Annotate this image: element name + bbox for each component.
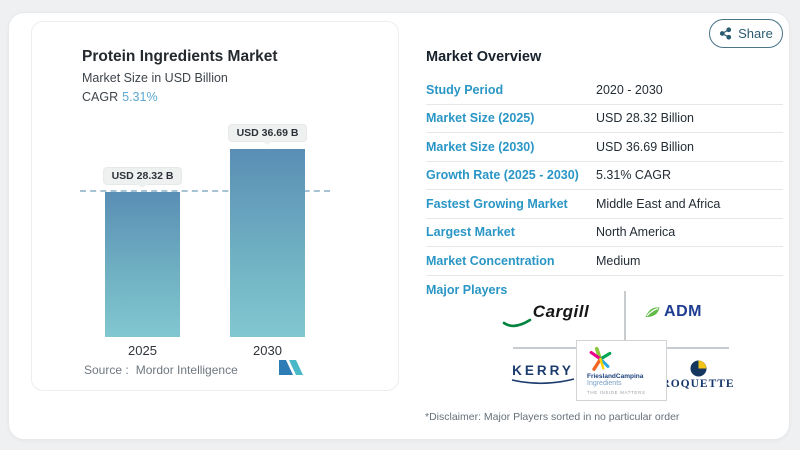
value-label-wrap: USD 36.69 B (227, 124, 308, 145)
adm-wordmark: ADM (664, 303, 702, 320)
table-row: Market Size (2025) USD 28.32 Billion (426, 105, 783, 133)
row-value: USD 36.69 Billion (596, 139, 694, 154)
kerry-swoosh-icon (511, 378, 575, 385)
chart-subtitle: Market Size in USD Billion (82, 71, 228, 85)
value-label-2030: USD 36.69 B (227, 124, 308, 142)
row-value: 2020 - 2030 (596, 82, 663, 97)
value-label-pointer (262, 141, 273, 145)
frieslandcampina-name: FrieslandCampina (587, 373, 644, 380)
overview-table: Study Period 2020 - 2030 Market Size (20… (426, 76, 783, 276)
row-label: Growth Rate (2025 - 2030) (426, 168, 579, 183)
row-label: Market Size (2025) (426, 111, 535, 126)
adm-logo: ADM (617, 297, 729, 327)
value-label-wrap: USD 28.32 B (102, 167, 183, 188)
frieslandcampina-tagline: THE INSIDE MATTERS (587, 390, 646, 395)
table-row: Largest Market North America (426, 219, 783, 247)
row-label: Study Period (426, 82, 504, 97)
table-row: Study Period 2020 - 2030 (426, 76, 783, 105)
kerry-logo: KERRY (487, 361, 599, 387)
row-value: 5.31% CAGR (596, 168, 672, 183)
bar-2030 (230, 149, 305, 337)
x-axis-label-2025: 2025 (128, 343, 157, 358)
grid-vertical-divider (624, 291, 626, 341)
value-label-pointer (137, 184, 148, 188)
chart-panel: Protein Ingredients Market Market Size i… (31, 21, 399, 391)
kerry-wordmark: KERRY (512, 363, 574, 378)
roquette-logo: ROQUETTE (642, 355, 754, 395)
row-label: Market Size (2030) (426, 139, 535, 154)
row-value: North America (596, 225, 676, 240)
roquette-wordmark: ROQUETTE (661, 378, 735, 390)
bar-chart: USD 28.32 B USD 36.69 B (32, 22, 398, 337)
row-value: Medium (596, 253, 641, 268)
target-dashline (80, 190, 330, 192)
share-button[interactable]: Share (709, 19, 783, 48)
source-line: Source : Mordor Intelligence (84, 363, 238, 377)
share-icon (720, 27, 732, 40)
table-row: Market Concentration Medium (426, 247, 783, 276)
overview-heading: Market Overview (426, 49, 542, 65)
mordor-intelligence-logo (279, 360, 303, 375)
table-row: Growth Rate (2025 - 2030) 5.31% CAGR (426, 162, 783, 190)
cargill-logo: Cargill (502, 297, 617, 328)
row-value: USD 28.32 Billion (596, 111, 694, 126)
cargill-wordmark: Cargill (532, 302, 590, 321)
cagr-value: 5.31% (122, 90, 158, 104)
row-label: Fastest Growing Market (426, 196, 568, 211)
report-card: Share Protein Ingredients Market Market … (8, 12, 790, 440)
row-label: Market Concentration (426, 253, 555, 268)
table-row: Market Size (2030) USD 36.69 Billion (426, 133, 783, 162)
frieslandcampina-star-icon (589, 346, 612, 371)
major-players-label: Major Players (426, 283, 508, 297)
cagr-label: CAGR (82, 90, 119, 104)
value-label-2025: USD 28.32 B (102, 167, 183, 185)
cargill-leaf-icon (502, 318, 532, 328)
source-value: Mordor Intelligence (135, 363, 238, 377)
share-label: Share (738, 26, 773, 41)
disclaimer-text: *Disclaimer: Major Players sorted in no … (425, 411, 680, 423)
bar-2025 (105, 192, 180, 337)
cagr-line: CAGR 5.31% (82, 90, 158, 104)
roquette-circle-icon (689, 360, 707, 377)
frieslandcampina-sub: Ingredients (587, 380, 622, 387)
row-value: Middle East and Africa (596, 196, 721, 211)
chart-title: Protein Ingredients Market (82, 48, 278, 65)
table-row: Fastest Growing Market Middle East and A… (426, 190, 783, 219)
row-label: Largest Market (426, 225, 515, 240)
frieslandcampina-card: FrieslandCampina Ingredients THE INSIDE … (576, 340, 667, 401)
source-label: Source : (84, 363, 129, 377)
adm-leaf-icon (645, 306, 660, 317)
x-axis-label-2030: 2030 (253, 343, 282, 358)
